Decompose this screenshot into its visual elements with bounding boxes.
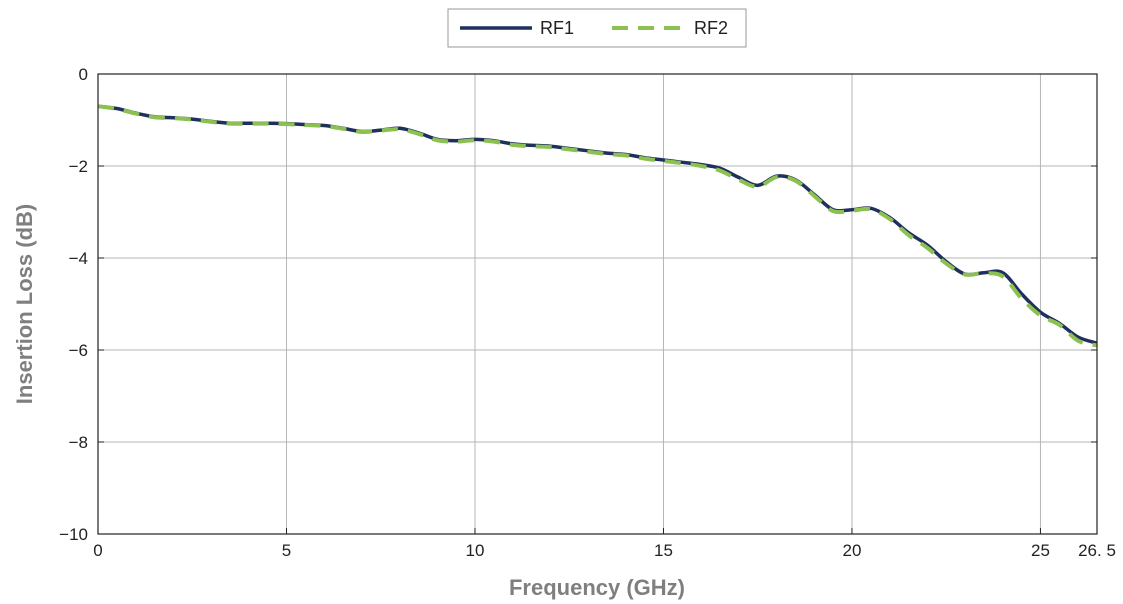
plot-frame [97,73,1098,535]
x-axis-title: Frequency (GHz) [509,575,685,600]
series-line-rf1 [97,104,1098,345]
ticks: 0 5 10 15 20 25 26. 5 0 −2 −4 −6 −8 −10 [59,65,1116,560]
grid [98,74,1097,534]
y-tick-label: −6 [69,341,88,360]
x-tick-label: 5 [282,541,291,560]
x-tick-label: 25 [1031,541,1050,560]
y-tick-label: −8 [69,433,88,452]
x-tick-label: 20 [843,541,862,560]
series-line-rf2 [97,104,1098,348]
y-tick-label: 0 [79,65,88,84]
y-tick-label: −10 [59,525,88,544]
legend: RF1 RF2 [447,8,747,48]
legend-label-rf1: RF1 [540,18,574,38]
y-tick-label: −4 [69,249,88,268]
y-axis-title: Insertion Loss (dB) [12,204,37,404]
series-group [97,104,1098,348]
x-tick-label: 0 [93,541,102,560]
x-tick-label: 15 [654,541,673,560]
y-tick-label: −2 [69,157,88,176]
x-tick-label: 10 [466,541,485,560]
legend-label-rf2: RF2 [694,18,728,38]
x-tick-label: 26. 5 [1078,541,1116,560]
